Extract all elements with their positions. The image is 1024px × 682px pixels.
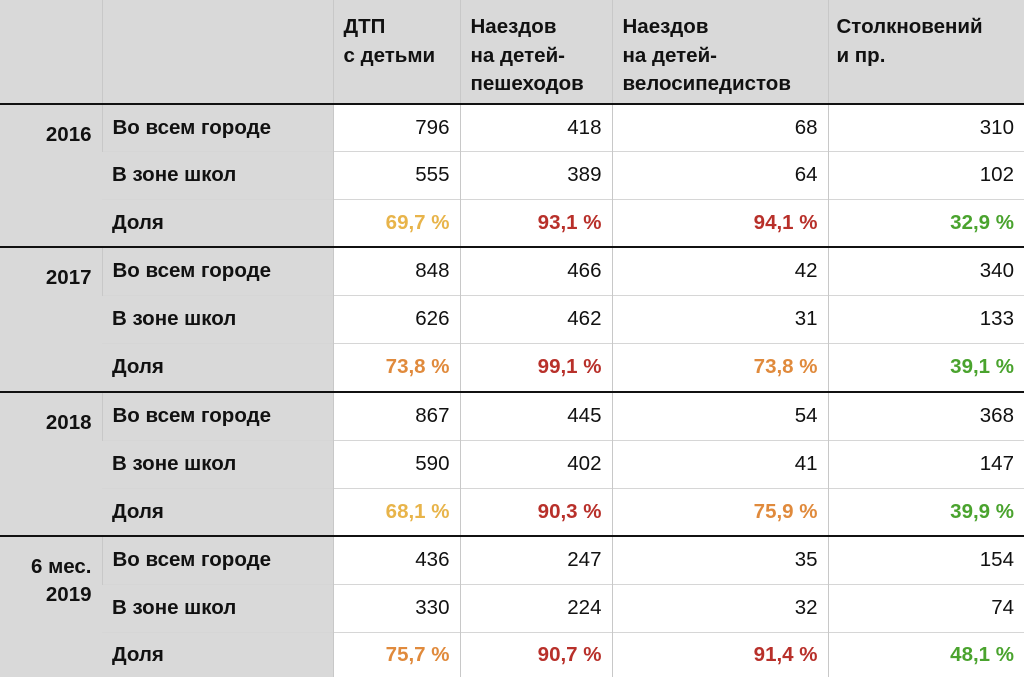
value-cell: 555: [332, 150, 460, 199]
column-header-line: ДТП: [343, 15, 386, 38]
table-row: В зоне школ 555 389 64 102: [0, 150, 1024, 199]
value-cell: 154: [827, 536, 1024, 584]
share-value-cell: 91,4 %: [611, 631, 828, 677]
column-header-collisions: Столкновений и пр.: [827, 0, 1024, 105]
share-value-cell: 93,1 %: [459, 198, 612, 248]
column-header-total-accidents: ДТП с детьми: [332, 0, 460, 105]
value-cell: 389: [459, 150, 612, 199]
value-cell: 436: [332, 536, 460, 584]
row-label: Доля: [102, 342, 333, 393]
value-cell: 796: [332, 104, 460, 151]
row-label: Во всем городе: [101, 247, 333, 295]
column-header-line: с детьми: [343, 43, 436, 67]
value-cell: 133: [827, 294, 1024, 343]
value-cell: 147: [827, 439, 1024, 488]
row-label: Во всем городе: [101, 104, 333, 151]
share-value-cell: 99,1 %: [459, 342, 612, 393]
share-value-cell: 94,1 %: [611, 198, 828, 248]
value-cell: 867: [332, 392, 460, 440]
table-row: 2017 Во всем городе 848 466 42 340: [0, 247, 1024, 393]
table-row: В зоне школ 330 224 32 74: [0, 583, 1024, 632]
column-header-line: пешеходов: [470, 72, 584, 95]
value-cell: 35: [611, 536, 828, 584]
column-header-line: Столкновений: [836, 15, 983, 38]
column-header-line: на детей-: [622, 43, 718, 67]
share-value-cell: 32,9 %: [827, 198, 1024, 248]
table-row: В зоне школ 590 402 41 147: [0, 439, 1024, 488]
table-row: 2016 Во всем городе 796 418 68 310: [0, 104, 1024, 248]
share-value-cell: 75,7 %: [332, 631, 460, 677]
value-cell: 54: [611, 392, 828, 440]
value-cell: 310: [827, 104, 1024, 151]
table-row: 2018 Во всем городе 867 445 54 368: [0, 392, 1024, 537]
table-row: В зоне школ 626 462 31 133: [0, 294, 1024, 343]
row-label: В зоне школ: [102, 583, 333, 632]
value-cell: 42: [611, 247, 828, 295]
value-cell: 224: [459, 583, 612, 632]
share-value-cell: 69,7 %: [332, 198, 460, 248]
header-corner: [0, 0, 102, 105]
value-cell: 462: [459, 294, 612, 343]
row-label: В зоне школ: [102, 150, 333, 199]
column-header-cyclists: Наездов на детей- велосипедистов: [611, 0, 828, 105]
share-value-cell: 68,1 %: [332, 487, 460, 537]
value-cell: 848: [332, 247, 460, 295]
year-cell: 2016: [0, 104, 102, 248]
value-cell: 31: [611, 294, 828, 343]
share-row: Доля 75,7 % 90,7 % 91,4 % 48,1 %: [0, 631, 1024, 677]
value-cell: 402: [459, 439, 612, 488]
value-cell: 368: [827, 392, 1024, 440]
year-cell: 6 мес. 2019: [0, 536, 102, 677]
share-value-cell: 90,3 %: [459, 487, 612, 537]
share-value-cell: 73,8 %: [332, 342, 460, 393]
share-row: Доля 73,8 % 99,1 % 73,8 % 39,1 %: [0, 342, 1024, 393]
row-label: Во всем городе: [101, 536, 333, 584]
column-header-pedestrians: Наездов на детей- пешеходов: [459, 0, 612, 105]
row-label: Во всем городе: [101, 392, 333, 440]
share-value-cell: 48,1 %: [827, 631, 1024, 677]
share-value-cell: 90,7 %: [459, 631, 612, 677]
value-cell: 330: [332, 583, 460, 632]
row-label: Доля: [102, 198, 333, 248]
row-label: Доля: [102, 631, 333, 677]
table-body: 2016 Во всем городе 796 418 68 310 В зоне школ…: [0, 104, 1024, 677]
column-header-line: велосипедистов: [622, 72, 791, 95]
share-value-cell: 39,1 %: [827, 342, 1024, 393]
row-label: Доля: [102, 487, 333, 537]
value-cell: 340: [827, 247, 1024, 295]
value-cell: 247: [459, 536, 612, 584]
value-cell: 590: [332, 439, 460, 488]
value-cell: 32: [611, 583, 828, 632]
share-row: Доля 69,7 % 93,1 % 94,1 % 32,9 %: [0, 198, 1024, 248]
header-label-column: [101, 0, 333, 105]
value-cell: 64: [611, 150, 828, 199]
share-row: Доля 68,1 % 90,3 % 75,9 % 39,9 %: [0, 487, 1024, 537]
value-cell: 74: [827, 583, 1024, 632]
column-header-line: и пр.: [836, 43, 886, 67]
column-header-line: на детей-: [470, 43, 566, 67]
value-cell: 68: [611, 104, 828, 151]
year-cell: 2017: [0, 247, 102, 393]
row-label: В зоне школ: [102, 294, 333, 343]
share-value-cell: 73,8 %: [611, 342, 828, 393]
value-cell: 445: [459, 392, 612, 440]
column-header-line: Наездов: [622, 15, 709, 38]
value-cell: 466: [459, 247, 612, 295]
header-row: ДТП с детьми Наездов на детей- пешеходов…: [0, 0, 1024, 105]
table-row: 6 мес. 2019 Во всем городе 436 247 35 154: [0, 536, 1024, 677]
value-cell: 626: [332, 294, 460, 343]
value-cell: 418: [459, 104, 612, 151]
year-cell: 2018: [0, 392, 102, 537]
value-cell: 41: [611, 439, 828, 488]
column-header-line: Наездов: [470, 15, 557, 38]
share-value-cell: 39,9 %: [827, 487, 1024, 537]
row-label: В зоне школ: [102, 439, 333, 488]
share-value-cell: 75,9 %: [611, 487, 828, 537]
value-cell: 102: [827, 150, 1024, 199]
